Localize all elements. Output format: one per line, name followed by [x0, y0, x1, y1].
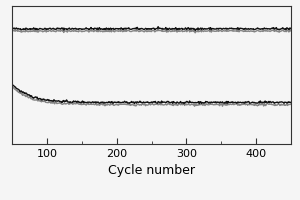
- X-axis label: Cycle number: Cycle number: [108, 164, 195, 177]
